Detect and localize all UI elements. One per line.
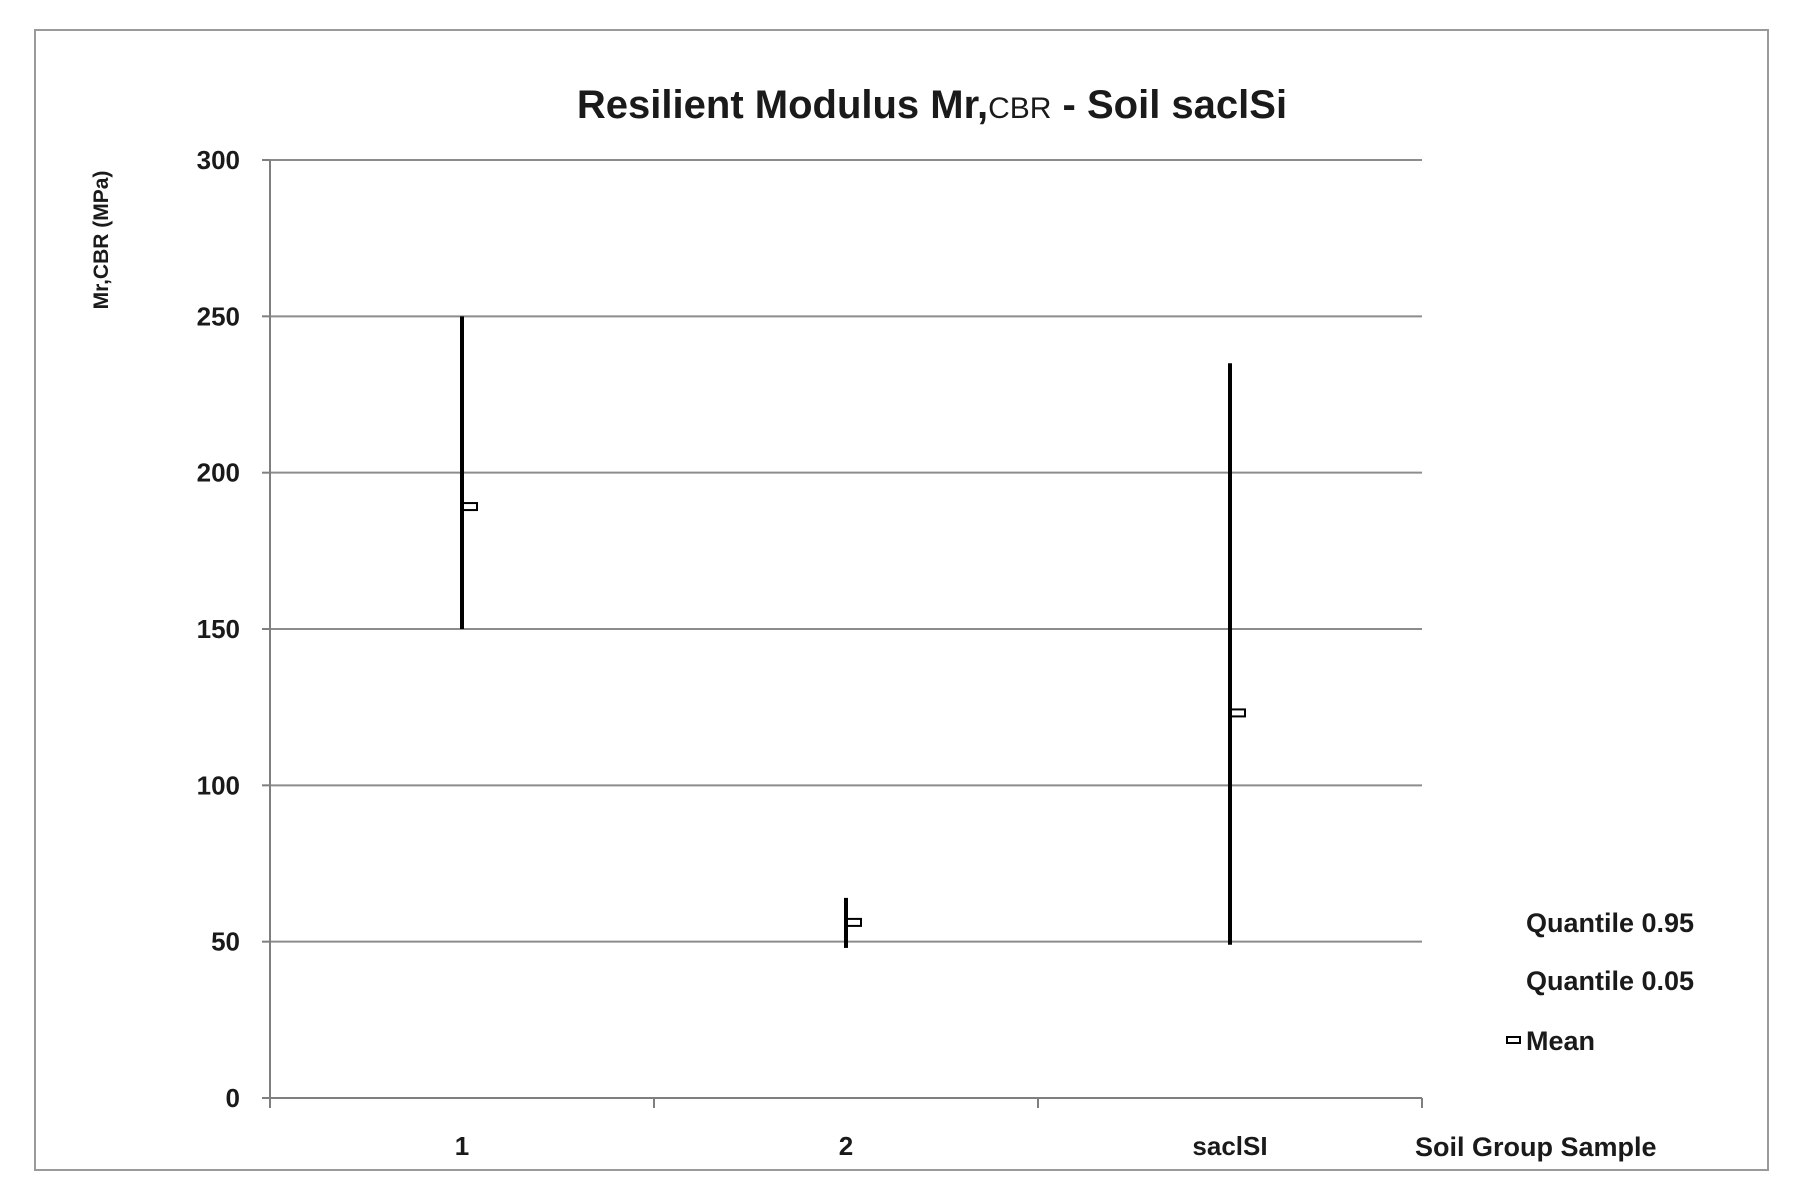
y-tick-label-300: 300 xyxy=(197,145,240,175)
legend-mean-marker xyxy=(1506,1036,1521,1044)
mean-markers xyxy=(462,502,1246,927)
legend-item-quantile-05: Quantile 0.05 xyxy=(1526,966,1694,996)
x-tick-labels: 1 2 saclSI xyxy=(455,1131,1268,1161)
mean-marker-1 xyxy=(846,917,862,927)
axes xyxy=(262,159,1423,1108)
y-tick-label-0: 0 xyxy=(226,1083,240,1113)
mean-marker-0 xyxy=(462,502,478,512)
chart-frame xyxy=(34,29,1769,1171)
grid-lines xyxy=(270,159,1422,943)
legend-item-quantile-95: Quantile 0.95 xyxy=(1526,908,1694,938)
legend: Quantile 0.95 Quantile 0.05 Mean xyxy=(1506,908,1694,1056)
chart-title: Resilient Modulus Mr,CBR - Soil saclSi xyxy=(577,83,1287,127)
x-tick-label-1: 2 xyxy=(839,1131,853,1161)
mean-marker-2 xyxy=(1230,708,1246,718)
y-tick-label-200: 200 xyxy=(197,458,240,488)
y-tick-label-250: 250 xyxy=(197,301,240,331)
legend-item-mean: Mean xyxy=(1526,1026,1595,1056)
y-axis-label: Mr,CBR (MPa) xyxy=(90,171,113,310)
x-tick-label-2: saclSI xyxy=(1192,1131,1267,1161)
y-tick-label-100: 100 xyxy=(197,770,240,800)
y-tick-labels: 0 50 100 150 200 250 300 xyxy=(197,145,240,1113)
y-tick-label-50: 50 xyxy=(211,927,240,957)
x-tick-label-0: 1 xyxy=(455,1131,469,1161)
error-bars xyxy=(460,316,1232,948)
y-tick-label-150: 150 xyxy=(197,614,240,644)
x-axis-label: Soil Group Sample xyxy=(1415,1132,1657,1162)
